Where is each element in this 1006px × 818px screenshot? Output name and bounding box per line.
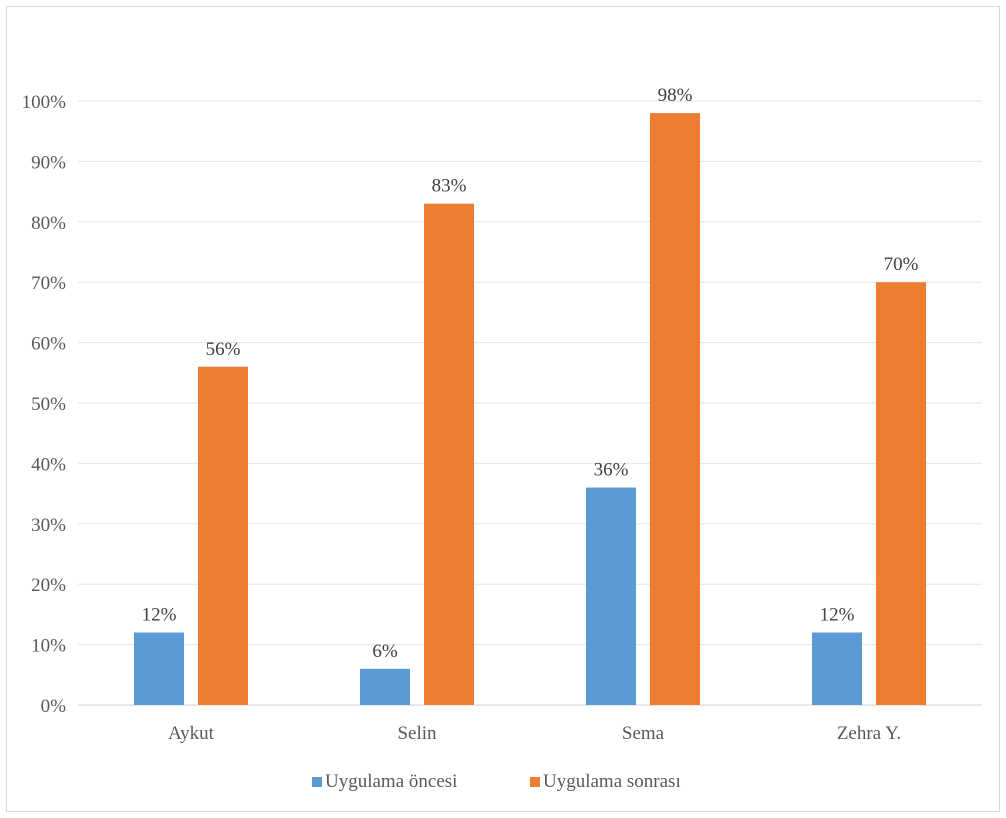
x-tick-label: Zehra Y. bbox=[837, 723, 901, 744]
data-label: 83% bbox=[432, 176, 467, 197]
bar-before bbox=[134, 632, 184, 705]
bar-before bbox=[586, 487, 636, 705]
legend-label: Uygulama öncesi bbox=[325, 771, 457, 792]
x-tick-label: Aykut bbox=[168, 723, 214, 744]
data-label: 6% bbox=[372, 641, 398, 662]
y-tick-label: 70% bbox=[31, 273, 66, 294]
y-tick-label: 0% bbox=[41, 696, 67, 717]
data-label: 12% bbox=[142, 605, 177, 626]
y-axis-labels: 0% 10% 20% 30% 40% 50% 60% 70% 80% 90% 100% bbox=[22, 92, 67, 717]
data-label: 98% bbox=[658, 85, 693, 106]
bar-before bbox=[812, 632, 862, 705]
data-labels: 12% 56% 6% 83% 36% 98% 12% 70% bbox=[142, 85, 919, 662]
bar-after bbox=[650, 113, 700, 705]
legend-swatch bbox=[312, 777, 322, 787]
y-tick-label: 80% bbox=[31, 213, 66, 234]
bar-before bbox=[360, 668, 410, 705]
bar-after bbox=[876, 282, 926, 705]
data-label: 56% bbox=[206, 339, 241, 360]
data-label: 12% bbox=[820, 605, 855, 626]
data-label: 70% bbox=[884, 254, 919, 275]
data-label: 36% bbox=[594, 460, 629, 481]
y-tick-label: 100% bbox=[22, 92, 67, 113]
y-tick-label: 40% bbox=[31, 454, 66, 475]
legend-swatch bbox=[530, 777, 540, 787]
bar-after bbox=[424, 203, 474, 705]
legend-label: Uygulama sonrası bbox=[543, 771, 681, 792]
x-tick-label: Sema bbox=[622, 723, 665, 744]
y-tick-label: 60% bbox=[31, 334, 66, 355]
bars bbox=[134, 113, 926, 705]
y-tick-label: 90% bbox=[31, 152, 66, 173]
y-tick-label: 30% bbox=[31, 515, 66, 536]
y-tick-label: 10% bbox=[31, 636, 66, 657]
legend: Uygulama öncesi Uygulama sonrası bbox=[312, 771, 681, 792]
y-tick-label: 20% bbox=[31, 575, 66, 596]
y-tick-label: 50% bbox=[31, 394, 66, 415]
bar-after bbox=[198, 366, 248, 705]
x-tick-label: Selin bbox=[397, 723, 437, 744]
x-axis-labels: Aykut Selin Sema Zehra Y. bbox=[168, 723, 901, 744]
